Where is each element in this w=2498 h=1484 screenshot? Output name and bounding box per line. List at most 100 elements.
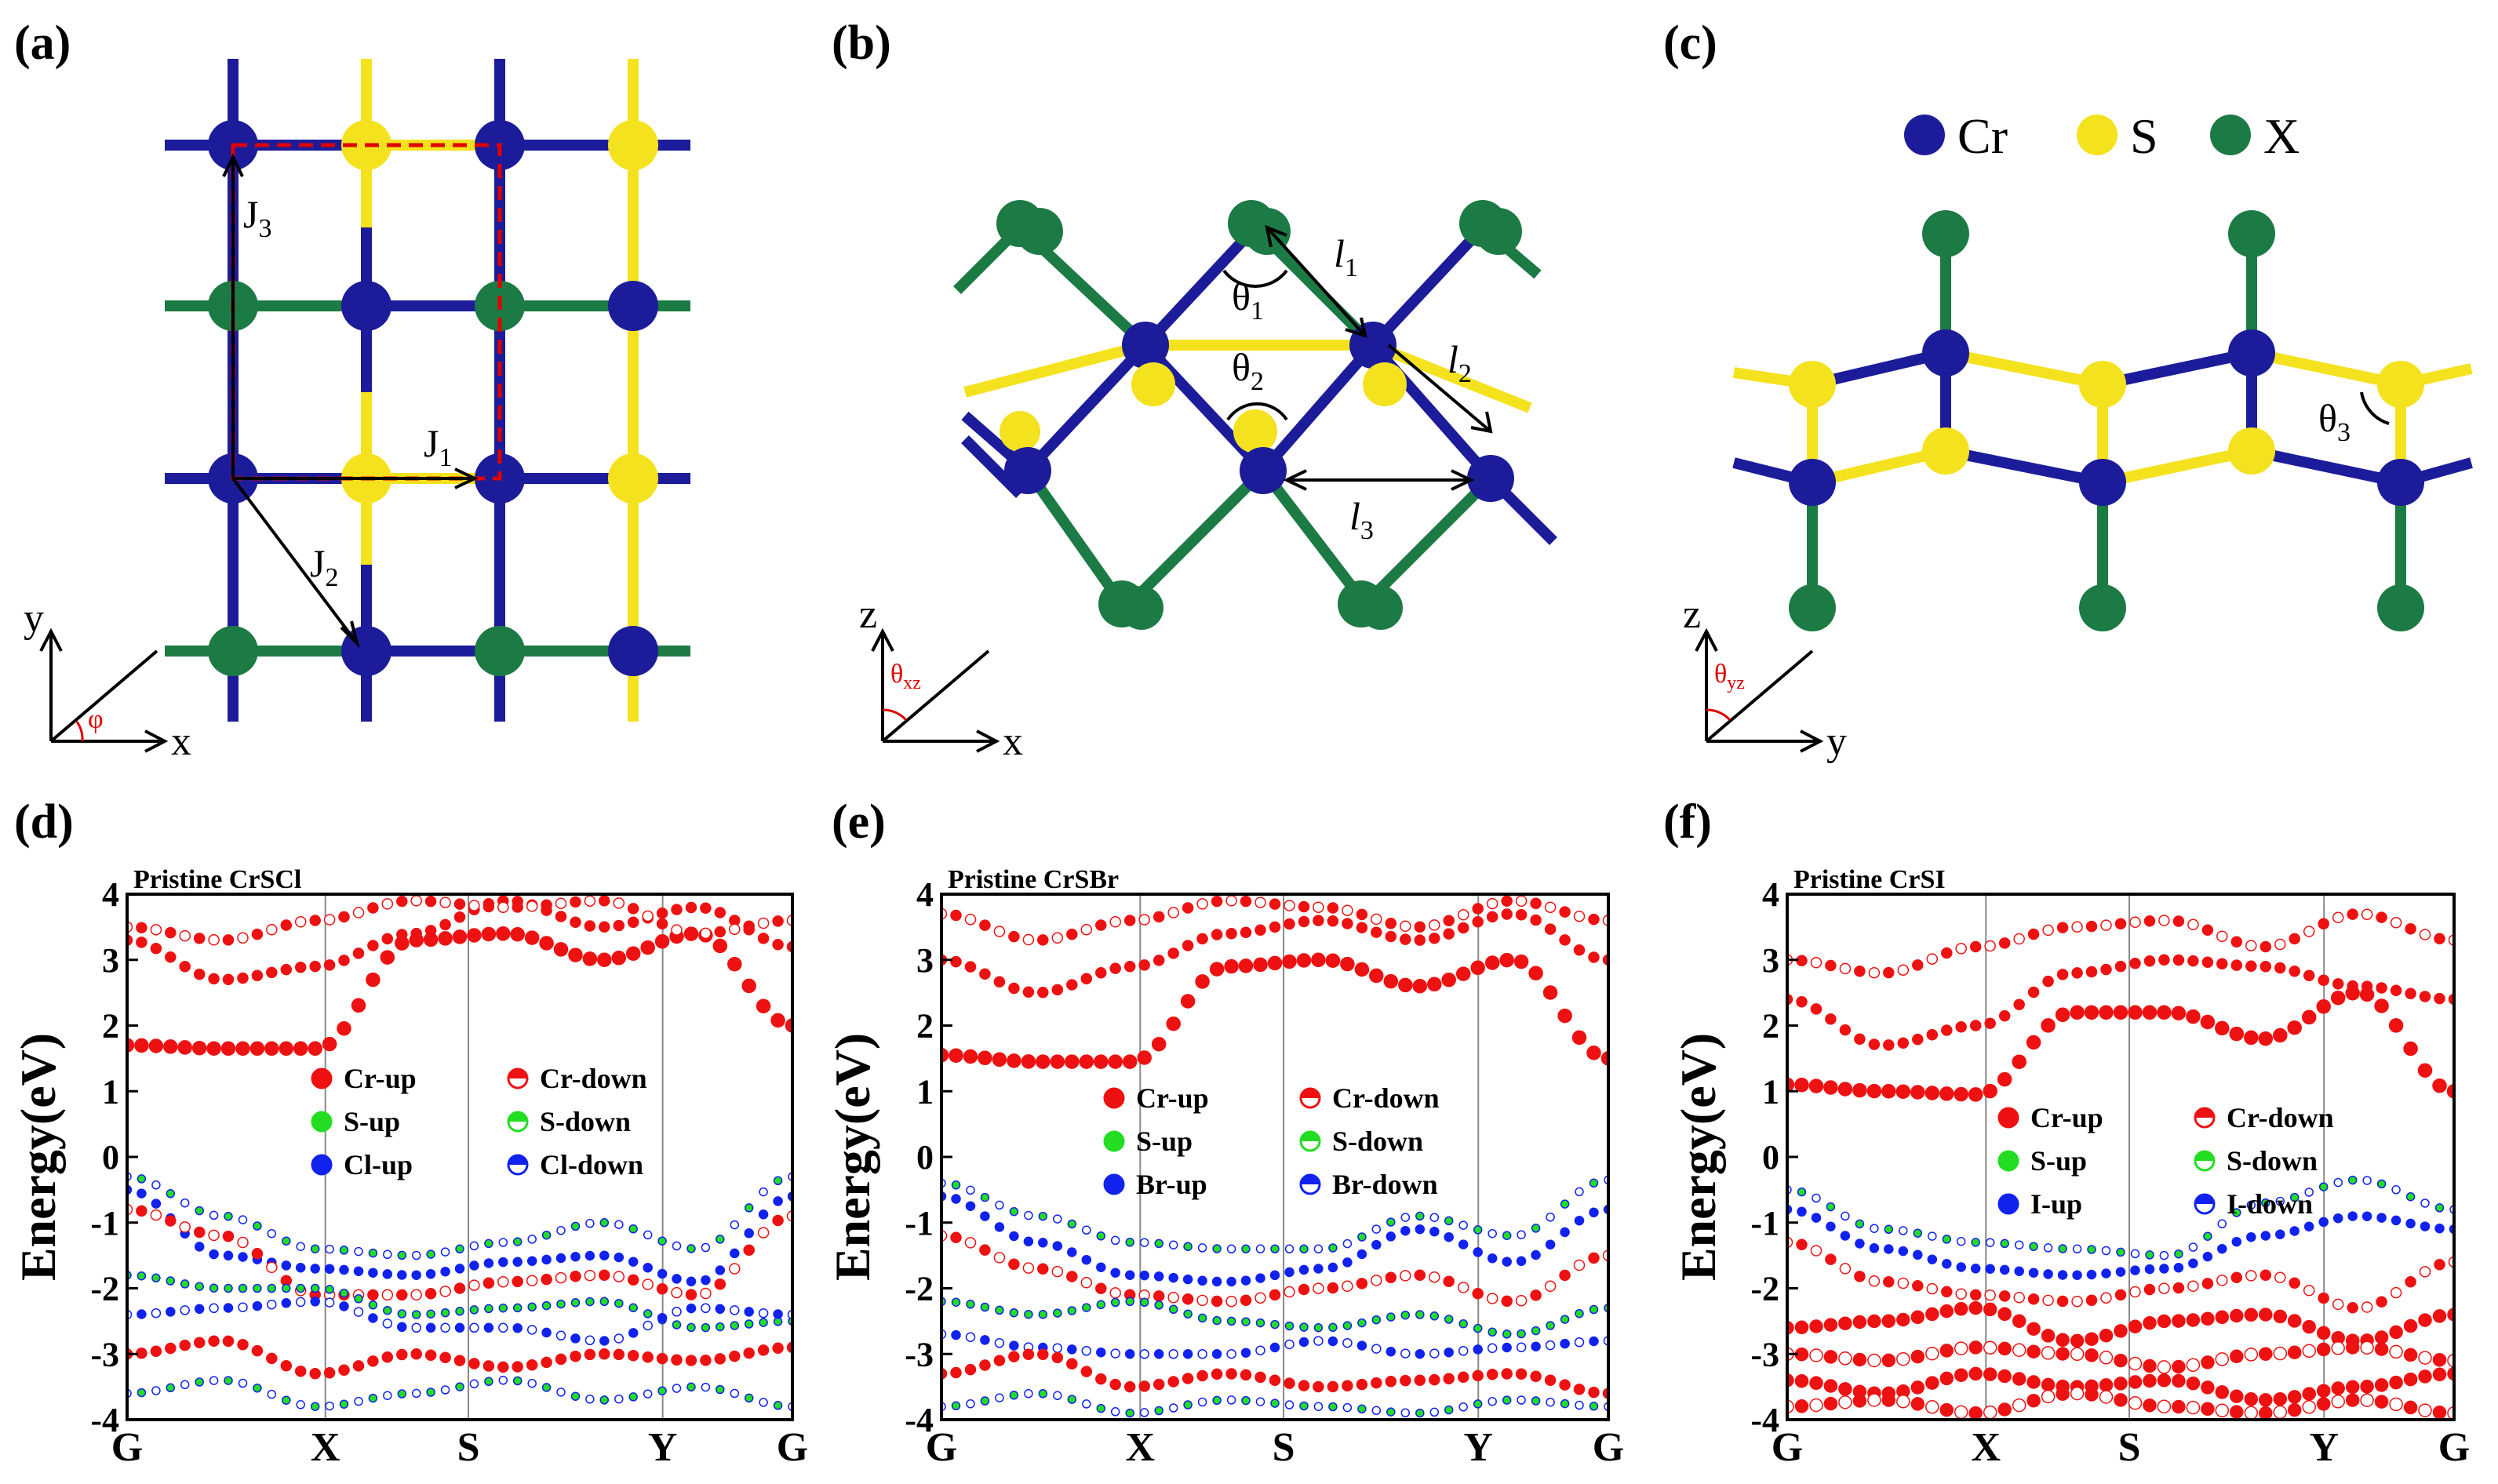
band-point	[2303, 969, 2315, 982]
band-point	[2258, 1031, 2274, 1046]
band-point	[1573, 944, 1586, 956]
band-point	[438, 931, 453, 946]
j2-sub: 2	[325, 563, 338, 592]
band-point	[1023, 1236, 1034, 1247]
band-point	[1997, 1071, 2012, 1087]
band-point	[2275, 1196, 2285, 1206]
band-point	[2418, 1369, 2432, 1384]
band-point	[440, 1308, 450, 1318]
band-point	[2013, 998, 2025, 1011]
band-point	[2085, 1388, 2099, 1402]
band-point	[1356, 1378, 1368, 1391]
band-point	[685, 901, 697, 914]
band-point	[950, 955, 962, 968]
band-point	[1066, 928, 1078, 940]
legend-marker-half	[508, 1069, 527, 1078]
band-point	[1284, 1321, 1295, 1331]
band-point	[267, 1299, 277, 1310]
band-point	[1912, 1033, 1924, 1046]
band-point	[1124, 1270, 1135, 1280]
band-point	[1269, 1374, 1281, 1387]
band-point	[1154, 1300, 1163, 1310]
band-point	[1516, 1342, 1527, 1352]
band-point	[279, 1041, 294, 1057]
band-point	[180, 1279, 190, 1289]
band-point	[2172, 954, 2185, 966]
band-point	[1546, 1397, 1555, 1407]
band-point	[1415, 1224, 1426, 1235]
band-point	[2128, 1395, 2143, 1410]
band-point	[1357, 1318, 1367, 1328]
legend-entry: S-down	[2227, 1145, 2318, 1177]
band-point	[2390, 917, 2402, 929]
band-point	[2071, 1295, 2083, 1308]
band-point	[1487, 1253, 1498, 1264]
band-point	[252, 1300, 263, 1311]
band-point	[2273, 1346, 2288, 1361]
band-point	[2302, 1387, 2316, 1401]
band-point	[151, 1273, 161, 1283]
band-point	[995, 1200, 1004, 1210]
band-point	[1137, 1050, 1152, 1065]
band-point	[1429, 932, 1440, 944]
band-point	[1371, 1377, 1382, 1389]
band-point	[2143, 1359, 2157, 1373]
band-point	[700, 1287, 712, 1300]
band-point	[150, 943, 162, 955]
band-point	[2128, 1005, 2143, 1020]
band-point	[2157, 1373, 2172, 1388]
band-point	[2013, 933, 2025, 945]
band-point	[1796, 1238, 1808, 1250]
band-point	[654, 934, 670, 949]
band-point	[1868, 966, 1881, 979]
band-point	[701, 1303, 711, 1314]
kpoint-label: S	[457, 1425, 480, 1470]
band-point	[744, 1203, 754, 1213]
band-point	[1313, 1380, 1324, 1393]
band-point	[2099, 1351, 2114, 1365]
band-legend: Cr-up Cr-down S-up S-down Br-up Br-down	[1103, 1082, 1440, 1200]
band-point	[994, 1222, 1005, 1232]
band-point	[2172, 1399, 2186, 1414]
band-point	[2027, 986, 2040, 998]
band-point	[599, 1395, 610, 1405]
band-point	[1913, 1228, 1923, 1238]
band-point	[992, 1052, 1007, 1068]
svg-text:l1: l1	[1334, 231, 1358, 282]
band-point	[1282, 954, 1297, 969]
band-point	[1123, 960, 1136, 973]
band-point	[555, 1353, 567, 1366]
band-point	[2070, 1333, 2085, 1348]
band-point	[1444, 1216, 1454, 1226]
band-point	[410, 1289, 422, 1301]
band-point	[2055, 1007, 2070, 1023]
band-point	[338, 955, 350, 966]
band-point	[1883, 966, 1895, 979]
band-point	[951, 1297, 961, 1307]
band-point	[995, 1305, 1004, 1315]
band-point	[1954, 1405, 1968, 1420]
band-point	[1211, 1368, 1223, 1380]
band-point	[656, 918, 668, 929]
band-point	[2143, 1373, 2157, 1388]
axis-y-label-c: y	[1826, 719, 1847, 764]
j3-label: J	[243, 192, 258, 236]
band-point	[599, 1218, 610, 1228]
band-point	[1166, 1016, 1181, 1031]
band-point	[1224, 958, 1239, 974]
band-point	[354, 1294, 363, 1304]
band-point	[1226, 1276, 1236, 1287]
band-point	[1797, 1206, 1807, 1217]
band-point	[2405, 1218, 2416, 1229]
kpoint-label: G	[777, 1425, 808, 1470]
band-point	[1787, 1077, 1795, 1093]
band-point	[1095, 966, 1107, 979]
band-point	[1501, 1368, 1513, 1380]
band-point	[1226, 1316, 1236, 1326]
band-point	[570, 1333, 581, 1344]
band-point	[1255, 1397, 1265, 1406]
band-point	[136, 937, 147, 948]
y-tick-label: -1	[905, 1204, 934, 1242]
band-point	[238, 1283, 248, 1293]
